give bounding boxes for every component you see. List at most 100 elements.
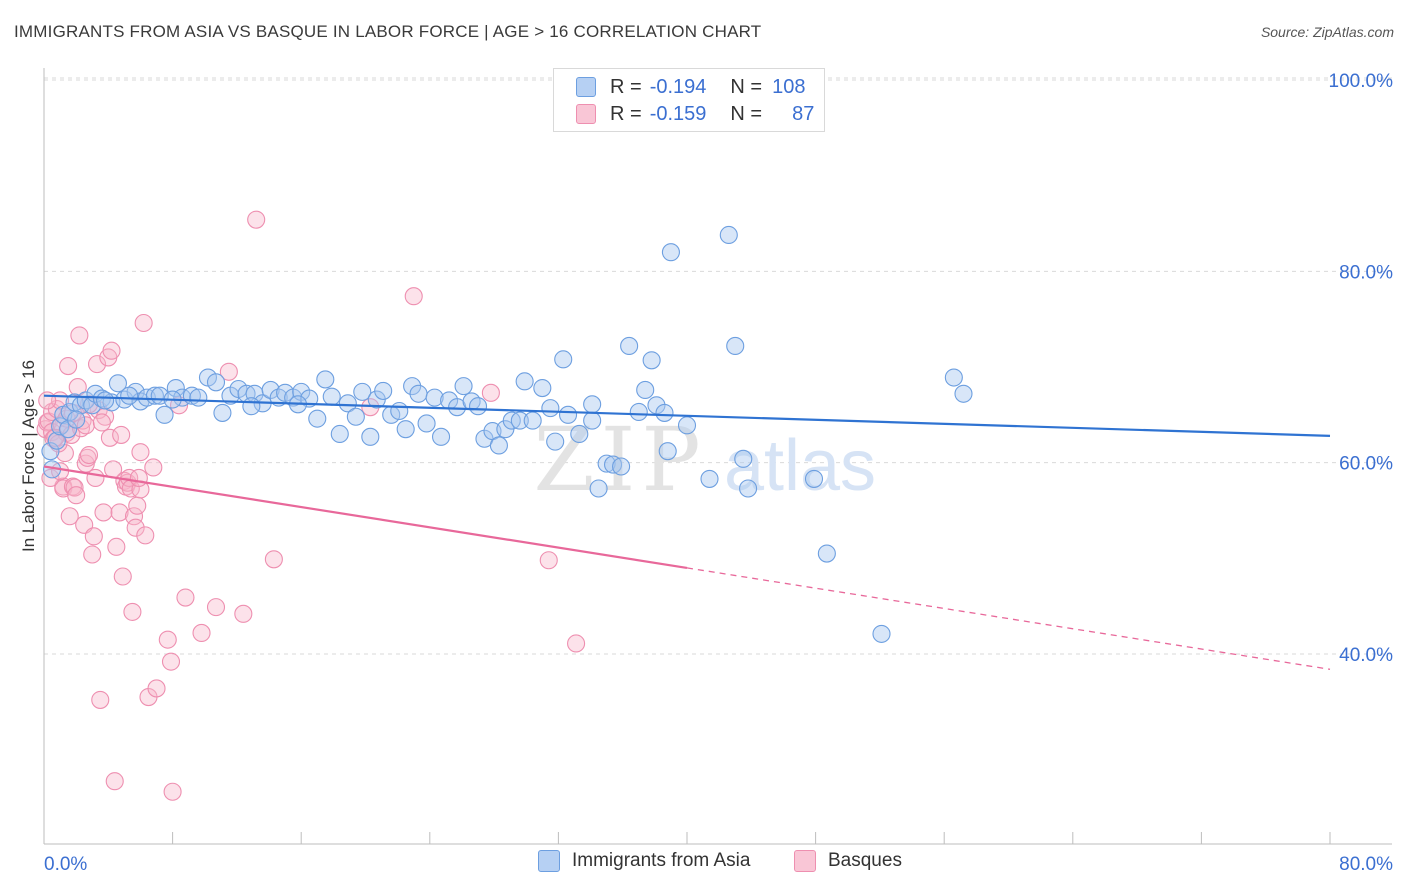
series-legend-basque[interactable]: Basques	[794, 850, 902, 872]
y-tick-label: 100.0%	[1329, 71, 1394, 92]
asia-point	[47, 431, 66, 450]
basque-point	[134, 313, 153, 333]
basque-point	[38, 391, 57, 410]
basque-point	[163, 782, 182, 801]
basque-point	[158, 630, 177, 649]
asia-point	[361, 427, 380, 446]
basque-point	[161, 652, 181, 671]
asia-point	[213, 403, 232, 422]
asia-point	[804, 469, 824, 488]
basque-point	[68, 378, 87, 397]
asia-point	[739, 479, 758, 498]
basque-point	[128, 496, 147, 515]
basque-points	[36, 210, 586, 801]
asia-point	[661, 243, 680, 262]
asia-point	[396, 420, 415, 439]
chart-title: IMMIGRANTS FROM ASIA VS BASQUE IN LABOR …	[14, 22, 762, 41]
asia-point	[454, 377, 473, 396]
y-axis-label: In Labor Force | Age > 16	[19, 360, 38, 552]
basque-point	[91, 690, 110, 709]
basque-point	[60, 507, 79, 526]
series-label-basque: Basques	[828, 850, 902, 871]
asia-point	[409, 384, 428, 403]
asia-point	[570, 424, 589, 444]
asia-point	[636, 380, 655, 400]
legend-n-value: 87	[792, 102, 815, 125]
basque-point	[176, 588, 195, 607]
asia-point	[96, 391, 115, 410]
asia-point	[677, 416, 697, 435]
asia-point	[510, 411, 529, 430]
asia-point	[726, 336, 745, 356]
asia-point	[346, 407, 365, 426]
basque-point	[234, 604, 253, 623]
asia-point	[390, 401, 409, 421]
asia-point	[515, 372, 534, 391]
asia-point	[41, 442, 60, 461]
basque-point	[79, 445, 99, 465]
asia-point	[583, 411, 602, 430]
basque-point	[124, 507, 144, 526]
basque-point	[104, 460, 123, 479]
basque-point	[144, 458, 163, 477]
asia-point	[432, 427, 451, 446]
axis-layer	[43, 68, 1392, 845]
basque-point	[481, 383, 500, 402]
basque-point	[65, 478, 84, 497]
basque-point	[87, 355, 107, 374]
basque-point	[264, 550, 283, 569]
series-swatch-asia	[538, 850, 560, 872]
asia-point	[546, 432, 565, 451]
asia-point	[944, 368, 963, 387]
asia-point	[403, 377, 422, 396]
asia-point	[583, 395, 602, 414]
basque-point	[59, 356, 78, 376]
basque-point	[67, 486, 86, 505]
asia-point	[558, 405, 578, 424]
asia-point	[523, 411, 542, 430]
legend-r-label: R =	[610, 102, 642, 125]
basque-trend-line-projection	[686, 567, 1331, 670]
series-legend-asia[interactable]: Immigrants from Asia	[538, 850, 750, 872]
legend-swatch-basque	[576, 104, 596, 124]
asia-point	[322, 387, 341, 406]
asia-point	[612, 457, 631, 476]
asia-point	[374, 381, 393, 400]
asia-point	[242, 397, 261, 416]
y-tick-label: 40.0%	[1339, 645, 1393, 666]
legend-r-value: -0.194	[649, 75, 707, 98]
asia-point	[206, 373, 226, 392]
basque-point	[105, 772, 124, 791]
basque-point	[110, 503, 129, 522]
basque-point	[73, 411, 92, 430]
basque-point	[206, 598, 226, 617]
x-tick-label: 80.0%	[1339, 854, 1393, 875]
asia-point	[817, 544, 836, 563]
basque-point	[247, 210, 266, 229]
basque-point	[70, 326, 89, 345]
asia-point	[554, 350, 573, 369]
y-tick-label: 80.0%	[1339, 262, 1393, 283]
asia-point	[533, 378, 552, 398]
asia-point	[700, 469, 719, 488]
asia-point	[658, 442, 677, 461]
basque-point	[131, 443, 150, 462]
asia-points	[41, 225, 973, 643]
basque-point	[78, 448, 97, 467]
basque-point	[46, 428, 65, 447]
asia-point	[655, 403, 674, 422]
asia-point	[719, 225, 738, 245]
correlation-legend: R = -0.194 N = 108 R = -0.159 N = 87	[553, 68, 825, 132]
basque-point	[147, 679, 166, 698]
asia-point	[108, 374, 127, 393]
basque-point	[126, 518, 145, 537]
asia-point	[417, 414, 436, 433]
asia-point	[734, 449, 753, 468]
trend-layer	[43, 394, 1331, 670]
legend-r-label: R =	[610, 75, 642, 98]
asia-point	[308, 409, 327, 428]
legend-r-value: -0.159	[649, 102, 707, 125]
asia-point	[189, 388, 208, 407]
basque-point	[83, 545, 102, 564]
